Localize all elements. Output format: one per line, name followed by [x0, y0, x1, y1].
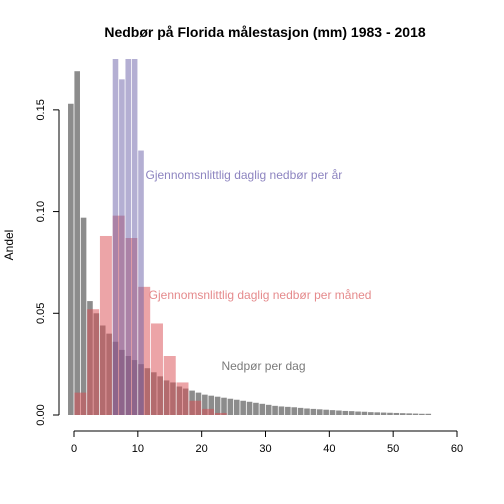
- bar: [412, 413, 419, 415]
- x-tick-label: 20: [196, 443, 208, 455]
- chart-title: Nedbør på Florida målestasjon (mm) 1983 …: [104, 24, 426, 40]
- bars-layer: [68, 59, 432, 416]
- x-axis: 0 10 20 30 40 50 60: [71, 430, 463, 455]
- bar: [342, 410, 349, 415]
- bar: [112, 215, 125, 415]
- bar: [259, 403, 266, 415]
- bar: [297, 407, 304, 415]
- bar: [310, 408, 317, 415]
- bar: [68, 103, 74, 416]
- x-tick-label: 50: [387, 443, 399, 455]
- y-axis-title: Andel: [2, 230, 16, 261]
- bar: [138, 150, 144, 416]
- bar: [253, 402, 259, 415]
- bar: [387, 412, 393, 415]
- bar: [393, 412, 400, 415]
- bar: [87, 309, 100, 415]
- bar: [214, 412, 227, 415]
- bar: [361, 411, 368, 415]
- series-2: [74, 215, 227, 415]
- bar: [304, 408, 310, 415]
- bar: [163, 356, 176, 415]
- x-tick-label: 40: [323, 443, 335, 455]
- bar: [74, 71, 80, 415]
- bar: [240, 400, 246, 415]
- x-tick-label: 30: [259, 443, 271, 455]
- bar: [99, 235, 112, 415]
- bar: [336, 410, 342, 415]
- y-tick-label: 0.05: [35, 303, 47, 324]
- bar: [202, 394, 208, 415]
- bar: [125, 59, 132, 415]
- bar: [112, 59, 119, 415]
- bar: [125, 238, 138, 415]
- bar: [399, 413, 406, 415]
- bar: [214, 396, 221, 415]
- annotation-label: Nedpør per dag: [221, 359, 305, 373]
- bar: [323, 409, 329, 415]
- bar: [138, 286, 151, 415]
- annotations-layer: Gjennomsnlittlig daglig nedbør per år Gje…: [145, 168, 371, 373]
- bar: [202, 408, 215, 415]
- bar: [419, 413, 425, 415]
- x-tick-label: 60: [451, 443, 463, 455]
- bar: [355, 411, 361, 415]
- bar: [189, 400, 202, 415]
- y-tick-label: 0.15: [35, 99, 47, 120]
- x-tick-label: 10: [132, 443, 144, 455]
- bar: [285, 406, 291, 415]
- bar: [425, 413, 432, 415]
- bar: [329, 410, 336, 415]
- annotation-label: Gjennomsnlittlig daglig nedbør per år: [145, 168, 342, 182]
- y-axis: 0.00 0.05 0.10 0.15: [35, 99, 60, 426]
- bar: [208, 395, 215, 415]
- series-3: [112, 59, 144, 416]
- bar: [406, 413, 412, 415]
- bar: [80, 217, 87, 415]
- bar: [74, 392, 87, 415]
- y-tick-label: 0.00: [35, 404, 47, 425]
- bar: [131, 59, 138, 415]
- x-tick-label: 0: [71, 443, 77, 455]
- bar: [291, 407, 298, 415]
- bar: [233, 399, 240, 415]
- bar: [119, 79, 125, 415]
- bar: [151, 323, 163, 415]
- bar: [316, 409, 323, 415]
- bar: [272, 405, 278, 415]
- bar: [374, 412, 380, 415]
- bar: [227, 398, 234, 415]
- bar: [348, 411, 355, 415]
- bar: [176, 382, 189, 415]
- bar: [246, 401, 253, 415]
- y-tick-label: 0.10: [35, 201, 47, 222]
- bar: [368, 412, 374, 415]
- annotation-label: Gjennomsnlittlig daglig nedbør per måned: [149, 288, 372, 302]
- bar: [265, 404, 272, 415]
- bar: [221, 397, 227, 415]
- bar: [380, 412, 387, 415]
- bar: [278, 406, 285, 415]
